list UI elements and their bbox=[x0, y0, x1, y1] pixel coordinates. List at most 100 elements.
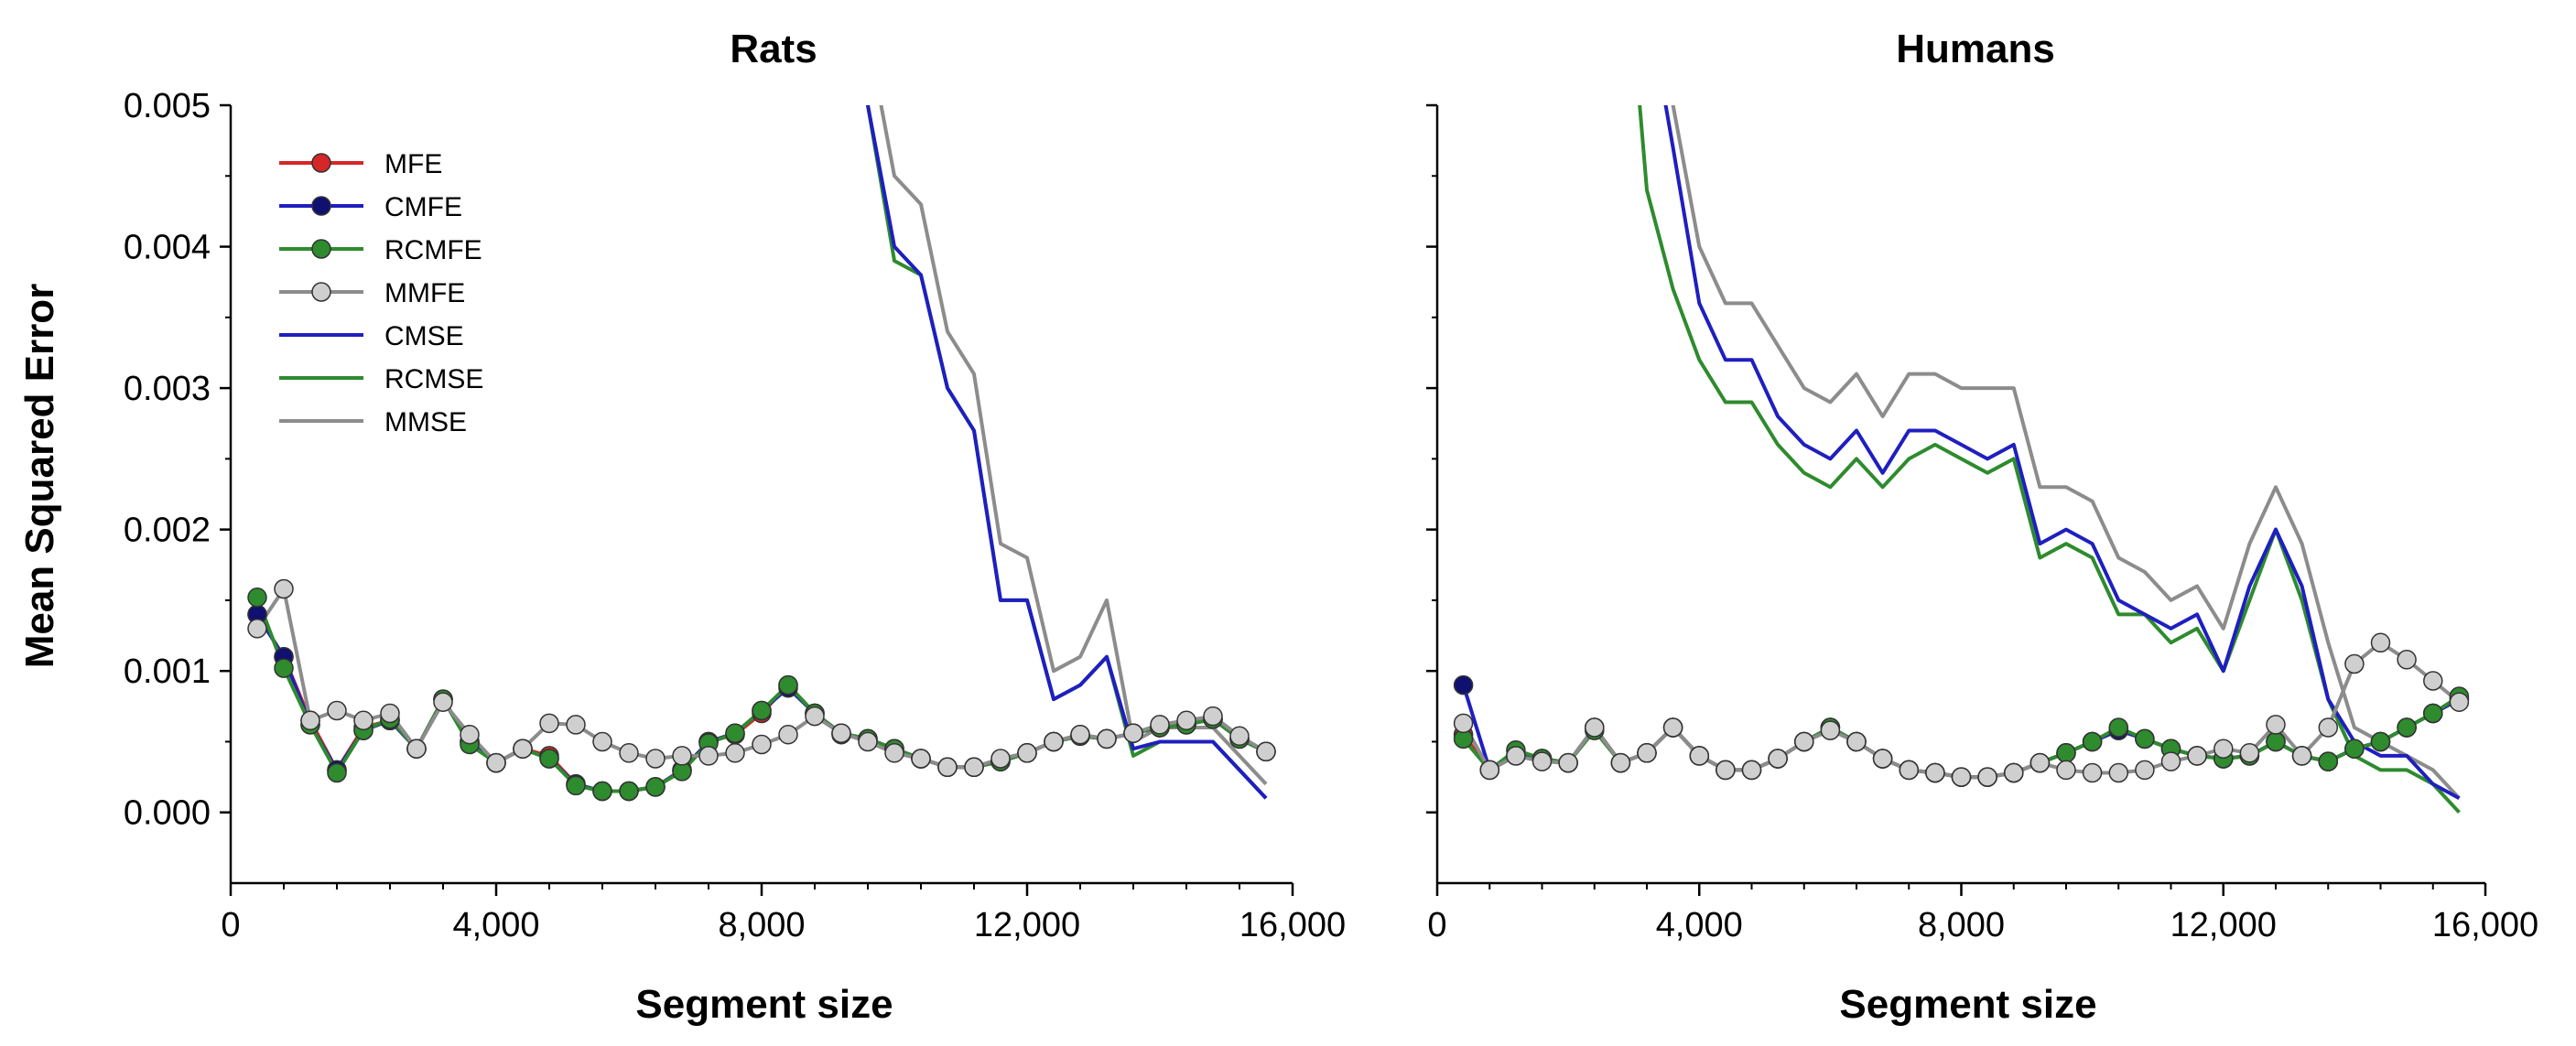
rats-point-mmfe bbox=[725, 743, 745, 763]
humans-point-mmfe bbox=[1794, 731, 1814, 752]
humans-point-mmfe bbox=[1662, 717, 1683, 738]
humans-x-tick-label: 12,000 bbox=[2170, 906, 2277, 944]
humans-point-mmfe bbox=[1872, 749, 1893, 769]
rats-y-tick-label: 0.001 bbox=[124, 652, 211, 691]
rats-point-mmfe bbox=[1097, 728, 1117, 749]
rats-point-rcmfe bbox=[778, 674, 798, 696]
rats-series-line-cmse bbox=[865, 105, 1268, 800]
humans-point-rcmfe bbox=[2370, 731, 2391, 752]
rats-x-tick-label: 0 bbox=[221, 906, 240, 944]
humans-point-rcmfe bbox=[2082, 731, 2103, 752]
rats-point-mmfe bbox=[619, 743, 639, 763]
humans-point-cmfe bbox=[1453, 674, 1474, 696]
humans-point-mmfe bbox=[1558, 752, 1578, 773]
legend-label-rcmse: RCMSE bbox=[384, 364, 483, 394]
humans-point-mmfe bbox=[2213, 739, 2234, 759]
rats-point-mmfe bbox=[964, 757, 984, 778]
rats-point-mmfe bbox=[1123, 723, 1143, 743]
rats-y-tick-label: 0.005 bbox=[124, 87, 211, 125]
humans-point-mmfe bbox=[2423, 671, 2443, 691]
humans-point-mmfe bbox=[1846, 731, 1867, 752]
humans-x-tick-label: 8,000 bbox=[1918, 906, 2005, 944]
rats-point-mmfe bbox=[1070, 724, 1090, 745]
legend-swatch-marker-cmfe bbox=[311, 196, 331, 216]
rats-point-mmfe bbox=[486, 752, 506, 773]
rats-series-line-mmse bbox=[879, 105, 1268, 786]
humans-point-mmfe bbox=[2266, 715, 2286, 735]
humans-series-line-cmse bbox=[1663, 105, 2461, 801]
humans-point-mmfe bbox=[1453, 713, 1474, 734]
rats-series-group bbox=[247, 105, 1276, 802]
rats-point-mmfe bbox=[698, 746, 719, 766]
humans-point-mmfe bbox=[1741, 760, 1762, 781]
humans-point-mmfe bbox=[1899, 760, 1920, 781]
humans-chart: Humans Segment size 0 4,000 8,000 12,000 16,… bbox=[1426, 27, 2538, 1027]
rats-point-rcmfe bbox=[619, 781, 639, 802]
humans-point-mmfe bbox=[1977, 767, 1997, 787]
rats-point-mmfe bbox=[406, 739, 427, 759]
humans-point-mmfe bbox=[2056, 760, 2076, 781]
humans-point-mmfe bbox=[1610, 752, 1631, 773]
humans-series-line-mmse bbox=[1671, 105, 2461, 800]
humans-point-mmfe bbox=[1768, 749, 1788, 769]
humans-point-mmfe bbox=[2108, 762, 2129, 783]
humans-x-tick-label: 4,000 bbox=[1656, 906, 1743, 944]
legend-swatch-marker-rcmfe bbox=[311, 239, 331, 259]
humans-point-rcmfe bbox=[2423, 703, 2443, 724]
humans-point-rcmfe bbox=[2266, 731, 2286, 752]
rats-point-mmfe bbox=[353, 710, 373, 731]
humans-point-mmfe bbox=[2004, 762, 2024, 783]
humans-point-mmfe bbox=[1951, 767, 1972, 787]
humans-point-mmfe bbox=[2029, 752, 2051, 773]
rats-point-mmfe bbox=[380, 703, 400, 724]
rats-point-mmfe bbox=[937, 757, 958, 778]
rats-point-mmfe bbox=[1203, 706, 1223, 727]
rats-point-rcmfe bbox=[274, 658, 294, 678]
rats-point-mmfe bbox=[990, 749, 1011, 769]
humans-point-mmfe bbox=[2082, 762, 2103, 783]
rats-point-mmfe bbox=[1176, 710, 1196, 731]
humans-point-rcmfe bbox=[2344, 739, 2365, 759]
rats-x-axis-label: Segment size bbox=[635, 982, 893, 1027]
humans-point-mmfe bbox=[2397, 650, 2417, 670]
humans-point-mmfe bbox=[1820, 720, 1841, 740]
rats-point-mmfe bbox=[1017, 743, 1037, 763]
rats-point-mmfe bbox=[327, 700, 347, 721]
legend-swatch-marker-mmfe bbox=[311, 282, 331, 302]
rats-point-mmfe bbox=[831, 723, 851, 743]
rats-point-mmfe bbox=[300, 710, 320, 731]
rats-x-tick-label: 8,000 bbox=[718, 906, 805, 944]
rats-y-axis-label: Mean Squared Error bbox=[17, 284, 62, 669]
rats-y-tick-label: 0.002 bbox=[124, 512, 211, 550]
humans-x-tick-label: 16,000 bbox=[2432, 906, 2538, 944]
rats-point-rcmfe bbox=[539, 749, 559, 769]
rats-point-mmfe bbox=[247, 619, 267, 639]
rats-point-mmfe bbox=[592, 731, 612, 752]
rats-point-rcmfe bbox=[645, 777, 666, 797]
rats-x-tick-label: 12,000 bbox=[974, 906, 1080, 944]
rats-point-mmfe bbox=[805, 706, 825, 727]
rats-legend: MFE CMFE RCMFE MMFE CMSE RCMSE MMSE bbox=[279, 149, 483, 437]
rats-point-mmfe bbox=[1256, 741, 1276, 762]
legend-label-mfe: MFE bbox=[384, 149, 442, 179]
legend-label-cmse: CMSE bbox=[384, 321, 464, 351]
humans-axes: 0 4,000 8,000 12,000 16,000 bbox=[1426, 103, 2538, 944]
humans-x-axis-label: Segment size bbox=[1839, 982, 2096, 1027]
rats-point-rcmfe bbox=[752, 700, 772, 721]
humans-point-rcmfe bbox=[2056, 743, 2076, 763]
rats-chart: Rats Mean Squared Error Segment size 0.0… bbox=[17, 27, 1346, 1027]
humans-point-mmfe bbox=[2291, 746, 2312, 766]
humans-point-mmfe bbox=[2160, 751, 2181, 771]
humans-point-mmfe bbox=[2239, 743, 2260, 763]
rats-point-mmfe bbox=[884, 743, 904, 763]
humans-point-rcmfe bbox=[2397, 717, 2417, 738]
legend-label-mmse: MMSE bbox=[384, 407, 467, 437]
humans-point-mmfe bbox=[1925, 762, 1945, 783]
rats-point-mmfe bbox=[433, 692, 453, 712]
humans-series-line-rcmse bbox=[1638, 105, 2461, 814]
rats-point-mmfe bbox=[539, 713, 559, 734]
legend-swatch-marker-mfe bbox=[311, 153, 331, 173]
humans-point-mmfe bbox=[1532, 751, 1553, 771]
humans-point-mmfe bbox=[1637, 743, 1657, 763]
